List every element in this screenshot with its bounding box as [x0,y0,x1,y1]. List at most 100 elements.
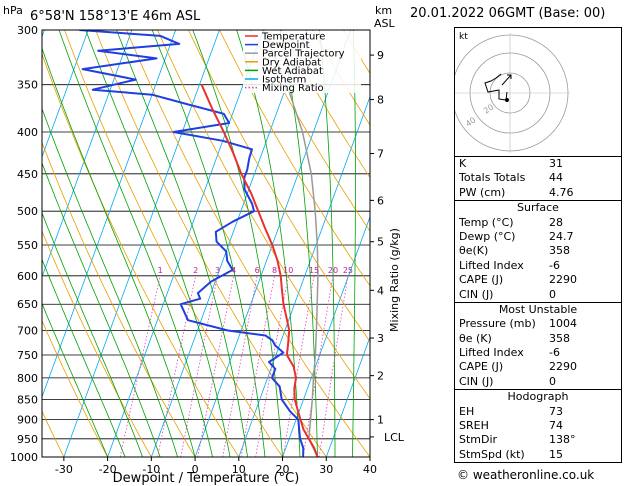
height-tick-label: 2 [377,370,384,383]
height-tick-label: 1 [377,414,384,427]
mixing-ratio-line [302,275,334,457]
legend-label: Dewpoint [262,40,310,51]
surface-row: Temp (°C) 28 [459,215,563,229]
mixing-ratio-tick-label: 1 [158,266,163,275]
wet-adiabat-line [151,30,266,457]
surface-row: CIN (J) 0 [459,287,556,301]
pressure-tick-label: 650 [17,298,38,311]
wet-adiabat-line [192,30,283,457]
height-tick-label: 3 [377,332,384,345]
legend-label: Parcel Trajectory [262,49,345,60]
temperature-tick-label: 0 [192,463,199,476]
dry-adiabat-line [157,30,370,400]
pressure-tick-label: 1000 [10,451,38,464]
mixing-ratio-line [240,275,275,457]
mu-row: θe (K) 358 [459,331,570,345]
legend-background [243,31,361,93]
pressure-tick-label: 800 [17,372,38,385]
mixing-ratio-tick-label: 4 [231,266,236,275]
hodo-row: SREH 74 [459,419,563,433]
hodograph-arrow [507,74,512,79]
dry-adiabat-line [42,410,65,457]
isotherm-line [150,30,308,457]
mixing-ratio-tick-label: 25 [343,266,353,275]
hodograph-trace [484,73,508,101]
surface-row: CAPE (J) 2290 [459,273,577,287]
mixing-ratio-tick-label: 6 [255,266,260,275]
mixing-ratio-line [197,275,235,457]
index-row-k: K 31 [459,157,563,170]
dry-adiabat-line [42,52,240,457]
isotherm-line [42,30,177,399]
profile-lines [79,30,319,457]
mixing-ratio-tick-label: 2 [193,266,198,275]
background-lines [42,30,370,457]
isotherm-line [325,335,370,457]
mixing-ratio-line [282,275,315,457]
mu-row: Pressure (mb) 1004 [459,317,577,331]
pressure-tick-label: 750 [17,349,38,362]
datetime-title: 20.01.2022 06GMT (Base: 00) [410,6,606,21]
isotherm-line [63,30,220,457]
dry-adiabat-line [188,30,370,343]
legend-label: Wet Adiabat [262,66,323,77]
mixing-ratio-line [318,275,349,457]
wet-adiabat-line [58,30,213,457]
most-unstable-section: Most Unstable Pressure (mb) 1004 θe (K) 35… [455,301,621,389]
wet-adiabat-line [352,30,356,457]
hodograph-kt-label: kt [459,32,468,42]
surface-row: Dewp (°C) 24.7 [459,229,574,243]
temperature-tick-label: 20 [276,463,290,476]
pressure-axis: 300 350 400 450 500 550 600 650 700 750 800 850 900 9… [10,24,38,464]
pressure-tick-label: 950 [17,433,38,446]
pressure-tick-label: 350 [17,79,38,92]
pressure-tick-label: 300 [17,24,38,37]
isotherm-line [282,215,370,457]
hodograph-storm-motion [505,98,509,102]
legend-label: Mixing Ratio [262,83,324,94]
height-tick-label: LCL [384,431,405,444]
surface-row: Lifted Index -6 [459,258,560,272]
mixing-ratio-line [255,275,289,457]
temperature-tick-label: 10 [232,463,246,476]
height-tick-label: 8 [377,94,384,107]
temperature-tick-label: -10 [142,463,160,476]
right-panel: 20.01.2022 06GMT (Base: 00) kt 20 40 K 31… [410,0,629,486]
series-dewpoint-line [79,30,305,457]
dry-adiabat-line [250,30,370,232]
x-axis-label: Dewpoint / Temperature (°C) [113,471,300,486]
height-tick-label: 7 [377,148,384,161]
pressure-tick-label: 850 [17,393,38,406]
mixing-ratio-labels: 1 2 3 4 6 8 10 15 20 25 [158,266,353,275]
mixing-ratio-line [157,275,196,457]
hodo-row: StmDir 138° [459,433,576,447]
wet-adiabat-line [42,211,143,457]
wet-adiabat-line [42,161,161,457]
height-tick-label: 4 [377,284,384,297]
dry-adiabat-line [42,230,152,457]
legend-label: Dry Adiabat [262,57,321,68]
pressure-tick-label: 600 [17,270,38,283]
wet-adiabat-line [85,30,231,457]
mu-row: CIN (J) 0 [459,374,556,388]
pressure-tick-label: 900 [17,414,38,427]
location-title: 6°58'N 158°13'E 46m ASL [30,9,201,24]
hodograph: kt 20 40 [454,27,622,157]
dry-adiabat-line [219,30,370,287]
surface-heading: Surface [517,201,559,215]
pressure-tick-label: 450 [17,168,38,181]
height-tick-label: 9 [377,49,384,62]
legend-label: Isotherm [262,75,306,86]
most-unstable-heading: Most Unstable [498,302,578,316]
mu-row: CAPE (J) 2290 [459,360,577,374]
dry-adiabat-line [95,30,327,457]
temperature-tick-label: 40 [363,463,377,476]
mixing-ratio-axis-label: Mixing Ratio (g/kg) [388,228,401,332]
mixing-ratio-tick-label: 3 [215,266,220,275]
dry-adiabat-line [126,30,370,457]
series-parcel-trajectory-line [262,30,319,457]
surface-row: θe(K) 358 [459,244,570,258]
wet-adiabat-line [42,47,196,457]
temperature-axis: -30 -20 -10 0 10 20 30 40 [55,457,377,476]
